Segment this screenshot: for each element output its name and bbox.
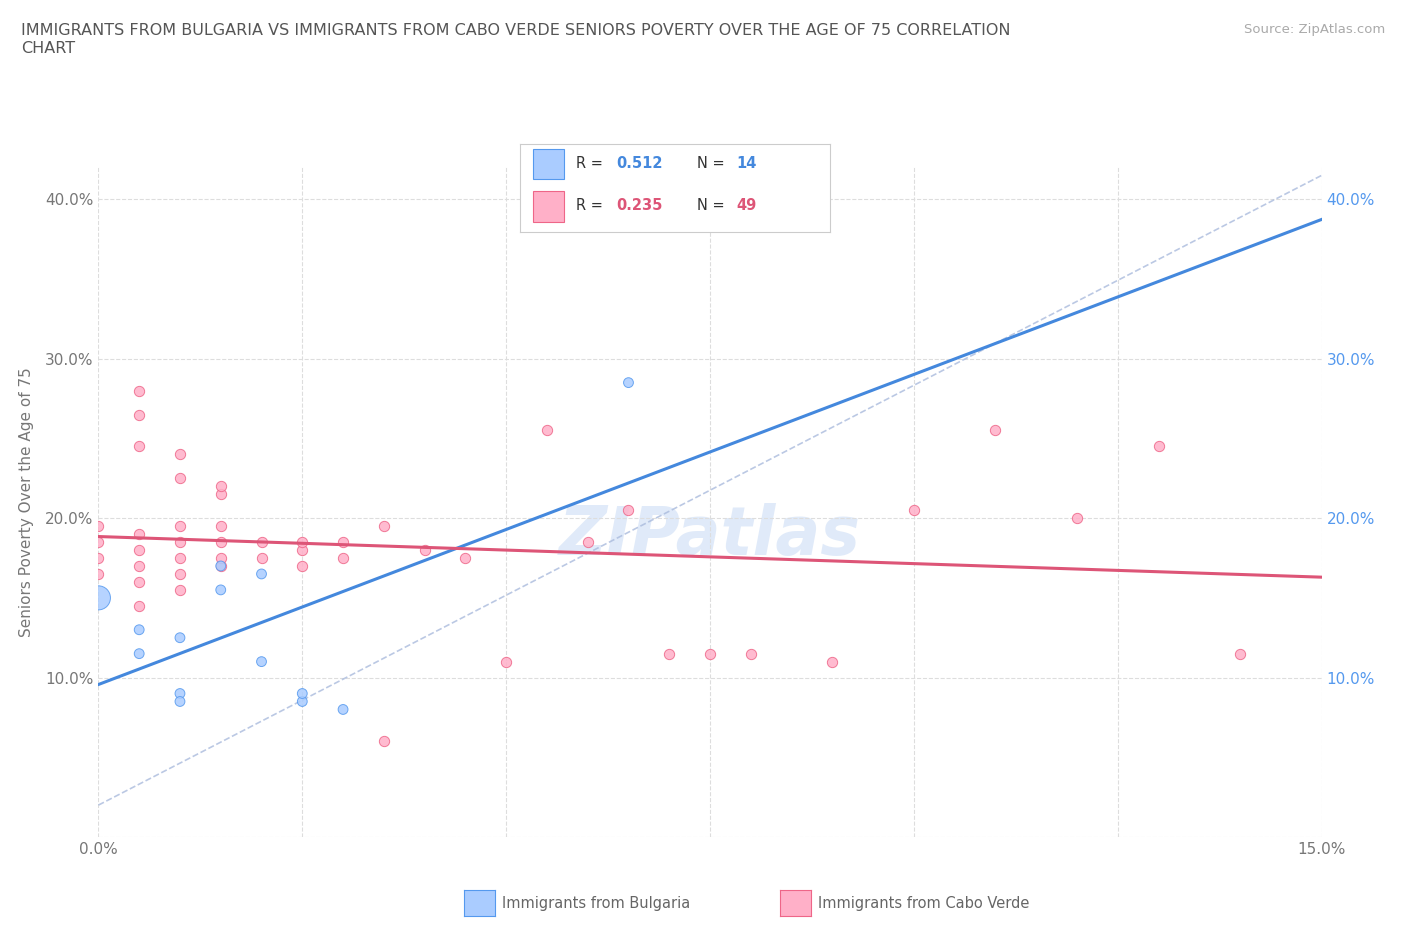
- Point: [128, 542, 150, 557]
- Point: [169, 566, 191, 581]
- Text: Source: ZipAtlas.com: Source: ZipAtlas.com: [1244, 23, 1385, 36]
- Point: [903, 503, 925, 518]
- Point: [332, 702, 354, 717]
- Point: [87, 551, 110, 565]
- Point: [291, 542, 314, 557]
- Text: 14: 14: [737, 156, 756, 171]
- Point: [658, 646, 681, 661]
- Point: [169, 447, 191, 462]
- Point: [536, 423, 558, 438]
- Text: R =: R =: [576, 156, 607, 171]
- Point: [373, 519, 395, 534]
- Y-axis label: Seniors Poverty Over the Age of 75: Seniors Poverty Over the Age of 75: [18, 367, 34, 637]
- Point: [209, 479, 232, 494]
- Point: [128, 407, 150, 422]
- Text: N =: N =: [696, 198, 728, 214]
- Point: [291, 559, 314, 574]
- Point: [128, 439, 150, 454]
- Point: [169, 519, 191, 534]
- Point: [209, 559, 232, 574]
- Point: [87, 519, 110, 534]
- Text: 0.512: 0.512: [616, 156, 662, 171]
- Point: [495, 654, 517, 669]
- Point: [209, 582, 232, 597]
- Point: [128, 575, 150, 590]
- Point: [128, 646, 150, 661]
- Point: [209, 559, 232, 574]
- Text: 49: 49: [737, 198, 756, 214]
- Point: [209, 519, 232, 534]
- Point: [128, 383, 150, 398]
- Point: [128, 559, 150, 574]
- Point: [87, 591, 110, 605]
- Point: [209, 486, 232, 501]
- Point: [250, 654, 273, 669]
- Point: [169, 551, 191, 565]
- Point: [87, 535, 110, 550]
- Point: [1066, 511, 1088, 525]
- Point: [291, 686, 314, 701]
- Point: [617, 375, 640, 390]
- Point: [87, 566, 110, 581]
- Text: Immigrants from Cabo Verde: Immigrants from Cabo Verde: [818, 896, 1029, 910]
- Point: [128, 622, 150, 637]
- Text: N =: N =: [696, 156, 728, 171]
- Point: [209, 535, 232, 550]
- Point: [454, 551, 477, 565]
- Point: [984, 423, 1007, 438]
- Point: [699, 646, 721, 661]
- Point: [169, 535, 191, 550]
- Text: IMMIGRANTS FROM BULGARIA VS IMMIGRANTS FROM CABO VERDE SENIORS POVERTY OVER THE : IMMIGRANTS FROM BULGARIA VS IMMIGRANTS F…: [21, 23, 1011, 56]
- Point: [332, 535, 354, 550]
- Point: [1147, 439, 1170, 454]
- Text: R =: R =: [576, 198, 607, 214]
- Point: [209, 551, 232, 565]
- Point: [250, 535, 273, 550]
- Point: [169, 694, 191, 709]
- Point: [332, 551, 354, 565]
- Point: [576, 535, 599, 550]
- Point: [169, 631, 191, 645]
- Point: [169, 582, 191, 597]
- Point: [128, 526, 150, 541]
- Point: [250, 566, 273, 581]
- Point: [373, 734, 395, 749]
- Point: [617, 503, 640, 518]
- Point: [740, 646, 762, 661]
- Point: [169, 686, 191, 701]
- Point: [291, 694, 314, 709]
- Text: 0.235: 0.235: [616, 198, 662, 214]
- Point: [821, 654, 844, 669]
- FancyBboxPatch shape: [533, 149, 564, 179]
- Point: [250, 551, 273, 565]
- Point: [413, 542, 436, 557]
- Text: Immigrants from Bulgaria: Immigrants from Bulgaria: [502, 896, 690, 910]
- Point: [169, 471, 191, 485]
- Point: [1229, 646, 1251, 661]
- Point: [128, 598, 150, 613]
- Text: ZIPatlas: ZIPatlas: [560, 503, 860, 568]
- FancyBboxPatch shape: [533, 191, 564, 222]
- Point: [291, 535, 314, 550]
